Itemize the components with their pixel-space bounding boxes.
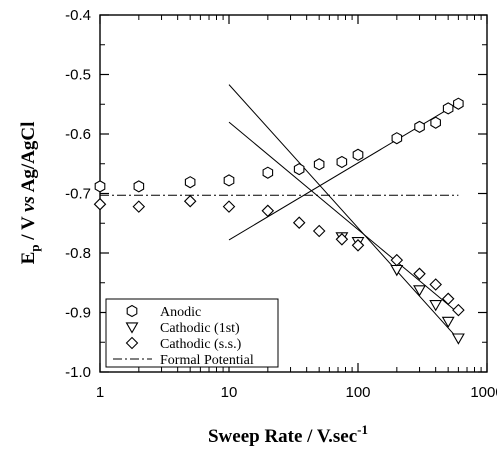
x-tick-label: 1 <box>96 384 104 401</box>
point-cathodic-s-s <box>429 278 442 291</box>
point-cathodic-s-s <box>292 216 306 229</box>
x-tick-label: 100 <box>345 384 370 401</box>
point-anodic <box>94 180 106 193</box>
y-tick-label: -0.6 <box>65 126 91 143</box>
point-anodic <box>313 158 325 171</box>
point-anodic <box>430 116 441 129</box>
y-axis-title: Ep / V vs Ag/AgCl <box>18 122 42 265</box>
point-anodic <box>442 102 454 115</box>
point-cathodic-s-s <box>390 253 404 267</box>
point-anodic <box>336 155 348 169</box>
point-cathodic-s-s <box>413 267 426 281</box>
point-cathodic-s-s <box>351 239 365 252</box>
point-cathodic-1st <box>451 333 465 345</box>
legend-label-cathodic-s-s: Cathodic (s.s.) <box>160 337 242 352</box>
point-anodic <box>391 132 403 145</box>
y-tick-label: -0.9 <box>65 305 91 322</box>
data-points <box>93 97 465 345</box>
point-cathodic-1st <box>413 285 426 297</box>
point-cathodic-s-s <box>335 233 349 246</box>
point-cathodic-s-s <box>93 197 107 211</box>
y-tick-label: -0.8 <box>65 245 91 262</box>
point-anodic <box>293 162 305 176</box>
point-cathodic-1st <box>441 316 455 329</box>
point-cathodic-s-s <box>312 224 326 238</box>
legend-label-formal-potential: Formal Potential <box>160 353 254 368</box>
point-cathodic-s-s <box>261 204 275 218</box>
point-anodic <box>223 174 235 187</box>
y-tick-label: -1.0 <box>65 364 91 381</box>
legend-label-anodic: Anodic <box>160 305 201 320</box>
legend-marker-anodic <box>126 304 138 318</box>
legend-label-cathodic-1st: Cathodic (1st) <box>160 321 240 336</box>
legend-marker-cathodic-s-s <box>125 336 139 350</box>
legend-marker-cathodic-1st <box>125 322 139 334</box>
fit-line <box>228 121 459 314</box>
point-anodic <box>262 166 274 179</box>
x-tick-label: 10 <box>221 384 238 401</box>
point-cathodic-1st <box>390 264 404 277</box>
y-tick-label: -0.4 <box>65 7 91 24</box>
point-anodic <box>453 97 464 110</box>
x-axis-title: Sweep Rate / V.sec-1 <box>208 422 368 447</box>
point-cathodic-1st <box>429 300 443 312</box>
point-cathodic-s-s <box>183 194 197 208</box>
fit-line <box>228 84 459 340</box>
point-cathodic-s-s <box>132 200 146 213</box>
point-cathodic-s-s <box>222 200 236 213</box>
y-tick-label: -0.5 <box>65 67 91 84</box>
x-tick-label: 1000 <box>470 384 497 401</box>
point-cathodic-s-s <box>441 292 455 306</box>
point-anodic <box>133 180 145 193</box>
axis-tick-labels: 1 10 100 1000 -1.0 -0.9 -0.8 -0.7 -0.6 -0.5 -0.4 <box>65 7 497 401</box>
point-anodic <box>184 176 196 189</box>
y-tick-label: -0.7 <box>65 186 91 203</box>
point-cathodic-s-s <box>452 303 465 317</box>
axis-ticks <box>99 14 488 373</box>
point-anodic <box>352 148 364 161</box>
point-anodic <box>414 120 425 134</box>
